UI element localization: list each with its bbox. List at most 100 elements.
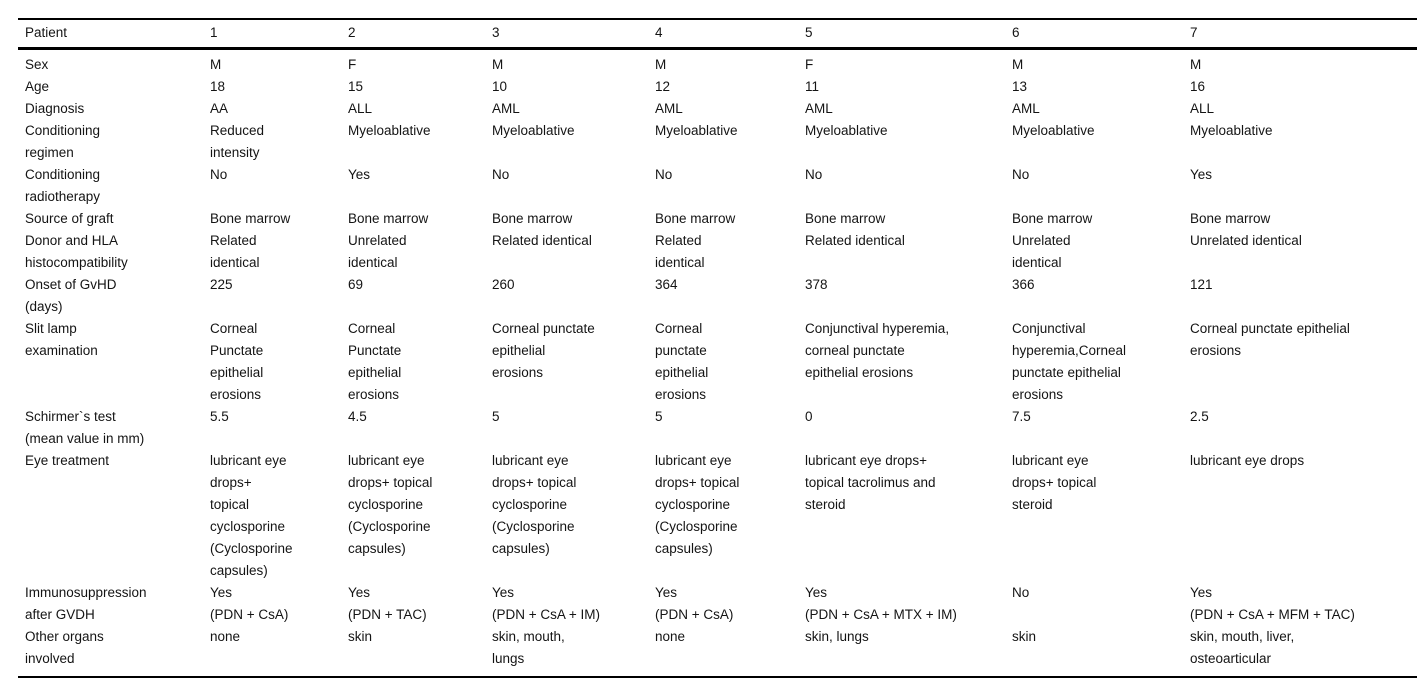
cell-sex-patient-6: M	[1012, 57, 1024, 72]
cell-immunosuppression-patient-3: Yes (PDN + CsA + IM)	[492, 585, 601, 622]
row-label-conditioning: Conditioning regimen	[25, 123, 101, 160]
row-label-sex: Sex	[25, 57, 49, 72]
cell-age-patient-4: 12	[655, 79, 671, 94]
table-body: Sex M F M M F M M Age 18 15 10 12 11 13 16 Diagnosis AA AL…	[18, 49, 1417, 678]
cell-onset-of-gvhd-patient-7: 121	[1190, 277, 1213, 292]
table-row-age: Age 18 15 10 12 11 13 16	[18, 76, 1417, 98]
cell-conditioning-patient-1: No	[210, 167, 228, 182]
cell-conditioning-patient-3: Myeloablative	[492, 123, 575, 138]
table-row-schirmer-s-test: Schirmer`s test (mean value in mm) 5.5 4.5…	[18, 406, 1417, 450]
cell-donor-and-hla-patient-3: Related identical	[492, 233, 592, 248]
table-row-sex: Sex M F M M F M M	[18, 49, 1417, 77]
cell-conditioning-patient-3: No	[492, 167, 510, 182]
cell-conditioning-patient-6: No	[1012, 167, 1030, 182]
cell-schirmer-s-test-patient-7: 2.5	[1190, 409, 1209, 424]
cell-schirmer-s-test-patient-4: 5	[655, 409, 663, 424]
cell-other-organs-patient-5: skin, lungs	[805, 629, 869, 644]
table-row-eye-treatment: Eye treatment lubricant eye drops+ topica…	[18, 450, 1417, 582]
cell-source-of-graft-patient-4: Bone marrow	[655, 211, 736, 226]
cell-age-patient-5: 11	[805, 79, 820, 94]
row-label-age: Age	[25, 79, 50, 94]
cell-conditioning-patient-5: No	[805, 167, 823, 182]
cell-conditioning-patient-1: Reduced intensity	[210, 123, 265, 160]
cell-other-organs-patient-1: none	[210, 629, 241, 644]
cell-immunosuppression-patient-6: No	[1012, 585, 1030, 600]
cell-conditioning-patient-4: No	[655, 167, 673, 182]
cell-other-organs-patient-3: skin, mouth, lungs	[492, 629, 565, 666]
row-label-donor-and-hla: Donor and HLA histocompatibility	[25, 233, 128, 270]
row-label-diagnosis: Diagnosis	[25, 101, 85, 116]
cell-donor-and-hla-patient-4: Related identical	[655, 233, 705, 270]
header-patient-6: 6	[1012, 19, 1190, 50]
table-row-conditioning: Conditioning radiotherapy No Yes No No No No Ye…	[18, 164, 1417, 208]
table-row-other-organs: Other organs involved none skin skin, mouth…	[18, 626, 1417, 677]
cell-donor-and-hla-patient-5: Related identical	[805, 233, 905, 248]
cell-eye-treatment-patient-1: lubricant eye drops+ topical cyclosporin…	[210, 453, 293, 578]
cell-sex-patient-4: M	[655, 57, 667, 72]
header-patient-7: 7	[1190, 19, 1417, 50]
cell-source-of-graft-patient-6: Bone marrow	[1012, 211, 1093, 226]
cell-donor-and-hla-patient-6: Unrelated identical	[1012, 233, 1071, 270]
cell-sex-patient-5: F	[805, 57, 814, 72]
cell-immunosuppression-patient-4: Yes (PDN + CsA)	[655, 585, 734, 622]
header-patient-5: 5	[805, 19, 1012, 50]
cell-conditioning-patient-7: Yes	[1190, 167, 1213, 182]
cell-sex-patient-2: F	[348, 57, 357, 72]
cell-diagnosis-patient-5: AML	[805, 101, 833, 116]
cell-immunosuppression-patient-7: Yes (PDN + CsA + MFM + TAC)	[1190, 585, 1355, 622]
cell-age-patient-6: 13	[1012, 79, 1028, 94]
cell-source-of-graft-patient-3: Bone marrow	[492, 211, 573, 226]
cell-age-patient-2: 15	[348, 79, 364, 94]
cell-other-organs-patient-6: skin	[1012, 629, 1037, 644]
cell-age-patient-1: 18	[210, 79, 226, 94]
cell-other-organs-patient-2: skin	[348, 629, 373, 644]
cell-conditioning-patient-4: Myeloablative	[655, 123, 738, 138]
cell-sex-patient-7: M	[1190, 57, 1202, 72]
table-row-slit-lamp: Slit lamp examination Corneal Punctate ep…	[18, 318, 1417, 406]
cell-donor-and-hla-patient-7: Unrelated identical	[1190, 233, 1302, 248]
cell-eye-treatment-patient-7: lubricant eye drops	[1190, 453, 1305, 468]
table-row-diagnosis: Diagnosis AA ALL AML AML AML AML ALL	[18, 98, 1417, 120]
cell-source-of-graft-patient-2: Bone marrow	[348, 211, 429, 226]
cell-eye-treatment-patient-5: lubricant eye drops+ topical tacrolimus …	[805, 453, 936, 512]
cell-other-organs-patient-4: none	[655, 629, 686, 644]
row-label-slit-lamp: Slit lamp examination	[25, 321, 98, 358]
table-row-immunosuppression: Immunosuppression after GVDH Yes (PDN + C…	[18, 582, 1417, 626]
cell-slit-lamp-patient-3: Corneal punctate epithelial erosions	[492, 321, 595, 380]
row-label-immunosuppression: Immunosuppression after GVDH	[25, 585, 147, 622]
cell-diagnosis-patient-2: ALL	[348, 101, 373, 116]
cell-slit-lamp-patient-5: Conjunctival hyperemia, corneal punctate…	[805, 321, 950, 380]
cell-slit-lamp-patient-6: Conjunctival hyperemia,Corneal punctate …	[1012, 321, 1127, 402]
row-label-conditioning: Conditioning radiotherapy	[25, 167, 101, 204]
cell-eye-treatment-patient-6: lubricant eye drops+ topical steroid	[1012, 453, 1097, 512]
cell-immunosuppression-patient-5: Yes (PDN + CsA + MTX + IM)	[805, 585, 957, 622]
row-label-schirmer-s-test: Schirmer`s test (mean value in mm)	[25, 409, 145, 446]
header-patient-3: 3	[492, 19, 655, 50]
header-patient-4: 4	[655, 19, 805, 50]
row-label-source-of-graft: Source of graft	[25, 211, 114, 226]
cell-conditioning-patient-2: Yes	[348, 167, 371, 182]
cell-schirmer-s-test-patient-3: 5	[492, 409, 500, 424]
cell-source-of-graft-patient-1: Bone marrow	[210, 211, 291, 226]
cell-schirmer-s-test-patient-2: 4.5	[348, 409, 367, 424]
cell-conditioning-patient-7: Myeloablative	[1190, 123, 1273, 138]
row-label-other-organs: Other organs involved	[25, 629, 104, 666]
cell-conditioning-patient-2: Myeloablative	[348, 123, 431, 138]
cell-onset-of-gvhd-patient-5: 378	[805, 277, 828, 292]
cell-onset-of-gvhd-patient-2: 69	[348, 277, 364, 292]
cell-diagnosis-patient-3: AML	[492, 101, 520, 116]
cell-schirmer-s-test-patient-5: 0	[805, 409, 813, 424]
cell-slit-lamp-patient-1: Corneal Punctate epithelial erosions	[210, 321, 264, 402]
cell-conditioning-patient-5: Myeloablative	[805, 123, 888, 138]
cell-diagnosis-patient-1: AA	[210, 101, 229, 116]
cell-diagnosis-patient-7: ALL	[1190, 101, 1215, 116]
cell-slit-lamp-patient-7: Corneal punctate epithelial erosions	[1190, 321, 1350, 358]
cell-donor-and-hla-patient-2: Unrelated identical	[348, 233, 407, 270]
cell-schirmer-s-test-patient-6: 7.5	[1012, 409, 1031, 424]
cell-immunosuppression-patient-2: Yes (PDN + TAC)	[348, 585, 427, 622]
cell-other-organs-patient-7: skin, mouth, liver, osteoarticular	[1190, 629, 1295, 666]
cell-immunosuppression-patient-1: Yes (PDN + CsA)	[210, 585, 289, 622]
cell-slit-lamp-patient-4: Corneal punctate epithelial erosions	[655, 321, 709, 402]
